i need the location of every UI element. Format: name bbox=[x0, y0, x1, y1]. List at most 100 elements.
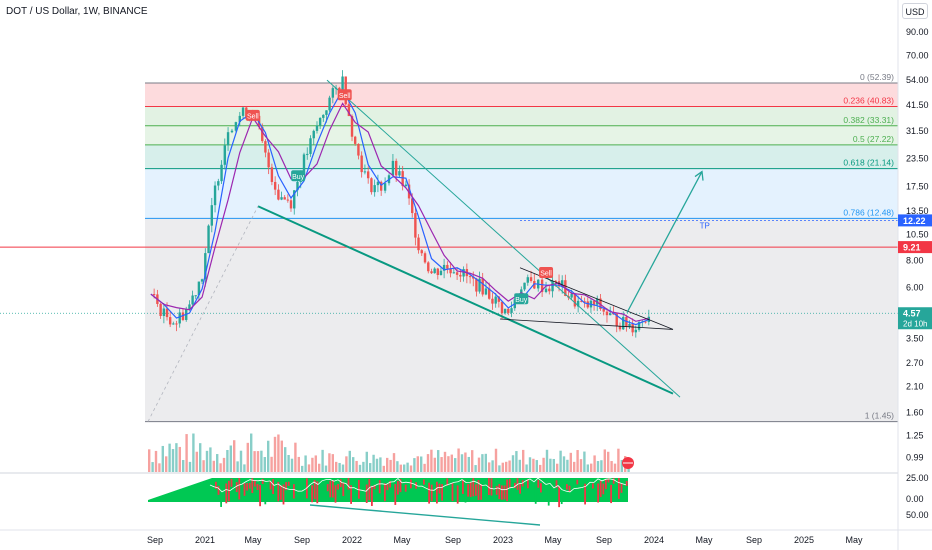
volume-bar bbox=[392, 453, 396, 472]
volume-bar bbox=[243, 464, 246, 472]
volume-bar bbox=[352, 457, 355, 472]
volume-bar bbox=[399, 464, 402, 472]
candle-body bbox=[423, 253, 427, 263]
volume-bar bbox=[171, 449, 175, 472]
oscillator-bar bbox=[368, 478, 371, 501]
volume-bar bbox=[229, 445, 232, 472]
candle-body bbox=[631, 323, 634, 333]
candle-body bbox=[296, 181, 299, 191]
fib-zone bbox=[145, 83, 898, 107]
volume-bar bbox=[562, 456, 566, 472]
oscillator-tick-label: 0.00 bbox=[906, 494, 924, 504]
candle-body bbox=[379, 181, 383, 191]
volume-bar bbox=[290, 458, 294, 472]
candle-body bbox=[487, 288, 491, 299]
volume-bar bbox=[263, 457, 266, 472]
volume-bar bbox=[382, 465, 385, 472]
volume-bars bbox=[148, 433, 630, 472]
volume-bar bbox=[518, 459, 521, 472]
volume-bar bbox=[416, 456, 419, 472]
volume-bar bbox=[304, 455, 307, 472]
oscillator-bar bbox=[475, 484, 477, 496]
volume-bar bbox=[287, 454, 290, 472]
volume-bar bbox=[430, 449, 433, 472]
candle-body bbox=[175, 323, 178, 325]
volume-bar bbox=[488, 462, 491, 472]
oscillator-bar bbox=[332, 480, 334, 498]
oscillator-bar bbox=[407, 482, 410, 500]
oscillator-bar bbox=[358, 479, 360, 499]
signal-label: Sell bbox=[247, 113, 259, 120]
volume-bar bbox=[256, 451, 260, 472]
fib-label: 0.382 (33.31) bbox=[843, 115, 894, 125]
candle-body bbox=[442, 264, 446, 271]
candle-body bbox=[526, 277, 529, 283]
oscillator-bar bbox=[371, 485, 373, 506]
time-tick-label: 2025 bbox=[794, 535, 814, 545]
candle-body bbox=[230, 130, 234, 133]
volume-bar bbox=[154, 450, 158, 472]
volume-bar bbox=[192, 433, 195, 472]
candle-body bbox=[210, 205, 214, 226]
volume-bar bbox=[338, 462, 341, 472]
oscillator-tick-label: 50.00 bbox=[906, 510, 929, 520]
candle-body bbox=[628, 323, 631, 327]
fib-zone bbox=[145, 144, 898, 169]
oscillator-bar bbox=[615, 485, 618, 496]
volume-bar bbox=[508, 460, 511, 472]
price-tick-label: 8.00 bbox=[906, 255, 924, 265]
oscillator-bar bbox=[303, 483, 306, 494]
candle-body bbox=[213, 185, 217, 206]
oscillator-bar bbox=[540, 483, 542, 493]
signal-badge bbox=[291, 170, 306, 182]
price-tick-label: 3.50 bbox=[906, 333, 924, 343]
volume-bar bbox=[579, 459, 583, 472]
oscillator-bar bbox=[423, 479, 425, 485]
oscillator-bar bbox=[472, 478, 475, 497]
oscillator-bar bbox=[290, 478, 293, 495]
oscillator-bar bbox=[420, 479, 423, 486]
volume-bar bbox=[532, 458, 535, 472]
oscillator-bar bbox=[324, 478, 326, 497]
oscillator-bar bbox=[566, 484, 568, 490]
volume-bar bbox=[457, 448, 460, 472]
fib-zone bbox=[145, 125, 898, 145]
volume-bar bbox=[549, 458, 552, 472]
triangle-pattern bbox=[499, 267, 674, 330]
candle-body bbox=[360, 155, 363, 173]
candle-body bbox=[165, 308, 169, 318]
candle-body bbox=[586, 301, 589, 308]
oscillator-bar bbox=[508, 478, 511, 488]
candle-body bbox=[315, 125, 319, 131]
oscillator-bar bbox=[277, 481, 280, 502]
volume-bar bbox=[403, 464, 406, 472]
candle-body bbox=[197, 281, 201, 296]
candle-body bbox=[391, 160, 395, 176]
candle-body bbox=[261, 126, 264, 142]
oscillator-bar bbox=[363, 483, 365, 488]
currency-button[interactable]: USD bbox=[902, 3, 928, 19]
oscillator-bar bbox=[376, 479, 378, 497]
volume-bar bbox=[311, 457, 314, 472]
candle-body bbox=[622, 316, 625, 330]
fib-label: 1 (1.45) bbox=[865, 411, 894, 421]
candle-body bbox=[609, 313, 612, 316]
volume-bar bbox=[539, 464, 542, 472]
volume-bar bbox=[389, 459, 392, 472]
oscillator-bar bbox=[571, 484, 573, 489]
volume-bar bbox=[474, 465, 477, 472]
price-tick-label: 1.25 bbox=[906, 431, 924, 441]
candle-body bbox=[472, 276, 475, 279]
oscillator-bar bbox=[462, 479, 464, 494]
candle-body bbox=[353, 136, 357, 144]
candle-body bbox=[280, 197, 283, 200]
time-tick-label: May bbox=[393, 535, 411, 545]
volume-bar bbox=[168, 443, 171, 472]
price-tick-label: 54.00 bbox=[906, 75, 929, 85]
candle-body bbox=[363, 171, 367, 173]
oscillator-bar bbox=[251, 478, 254, 494]
oscillator-bar bbox=[553, 479, 555, 487]
candle-body bbox=[481, 278, 484, 295]
candle-body bbox=[583, 301, 586, 303]
